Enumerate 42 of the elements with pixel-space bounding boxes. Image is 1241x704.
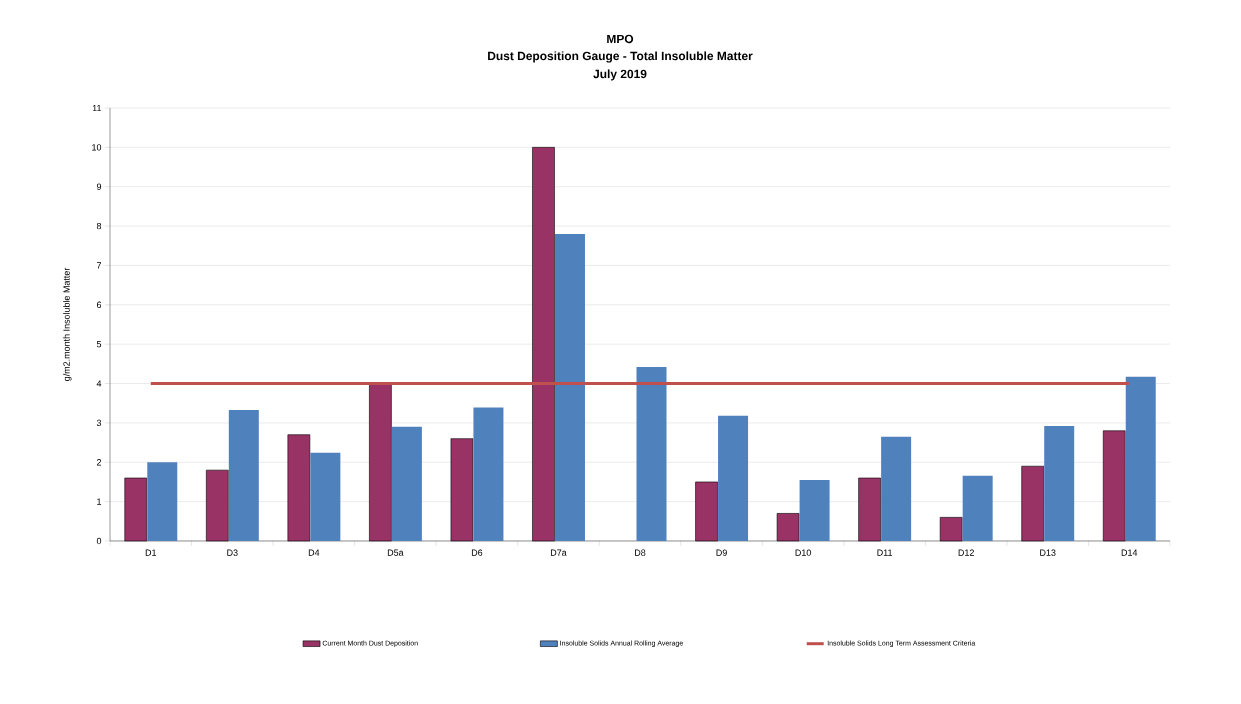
bar [391,426,422,541]
bar [473,407,504,541]
bar [310,452,341,541]
y-tick-label: 11 [92,104,102,112]
x-tick-label: D7a [550,549,567,556]
bar [554,233,585,541]
bar [881,436,912,541]
y-tick-label: 5 [96,341,102,348]
chart-title: MPO [607,34,634,44]
y-tick-label: 0 [96,537,102,545]
x-tick-label: D3 [227,549,238,556]
y-tick-label: 10 [92,144,102,151]
bar [147,462,178,541]
x-tick-label: D13 [1040,549,1056,556]
y-tick-label: 7 [96,262,102,269]
x-tick-label: D8 [635,549,646,556]
text: July 2019 [593,69,647,81]
bar [799,479,830,541]
y-tick-label: 8 [96,222,102,230]
y-axis-title: g/m2.month Insoluble Matter [63,267,72,381]
x-tick-label: D9 [716,549,727,556]
y-tick-label: 4 [96,380,102,387]
x-tick-label: D4 [308,549,320,556]
x-tick-label: D14 [1121,549,1138,556]
bar [228,409,259,541]
y-tick-label: 9 [96,183,102,190]
y-tick-label: 2 [96,459,102,466]
x-tick-label: D5a [387,549,404,556]
bar [636,367,667,541]
x-tick-label: D10 [795,549,811,556]
y-tick-label: 1 [97,498,102,505]
x-tick-label: D1 [145,549,157,556]
chart-subtitle: Dust Deposition Gauge - Total Insoluble Matter [488,51,753,63]
x-tick-label: D12 [958,549,974,556]
bar [1044,426,1075,541]
bar [962,475,993,541]
bar [718,415,749,541]
y-tick-label: 6 [96,301,102,308]
bar [1125,376,1156,541]
y-tick-label: 3 [96,419,102,427]
x-tick-label: D11 [877,549,893,556]
x-tick-label: D6 [471,549,483,556]
